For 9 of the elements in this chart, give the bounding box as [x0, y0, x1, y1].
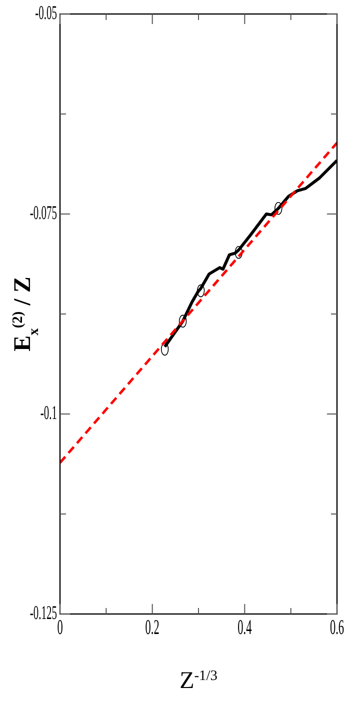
y-tick-label: -0.05 [35, 2, 58, 24]
x-axis-title: Z$^{-1/3}$ [180, 668, 218, 694]
x-tick-label: 0.2 [145, 615, 160, 639]
x-tick-label: 0 [57, 615, 63, 639]
y-tick-label: -0.1 [40, 402, 57, 424]
x-tick-label: 0.4 [238, 615, 252, 639]
x-tick-label: 0.6 [330, 615, 344, 639]
y-tick-label: -0.075 [30, 202, 58, 224]
y-tick-label: -0.125 [30, 602, 58, 624]
